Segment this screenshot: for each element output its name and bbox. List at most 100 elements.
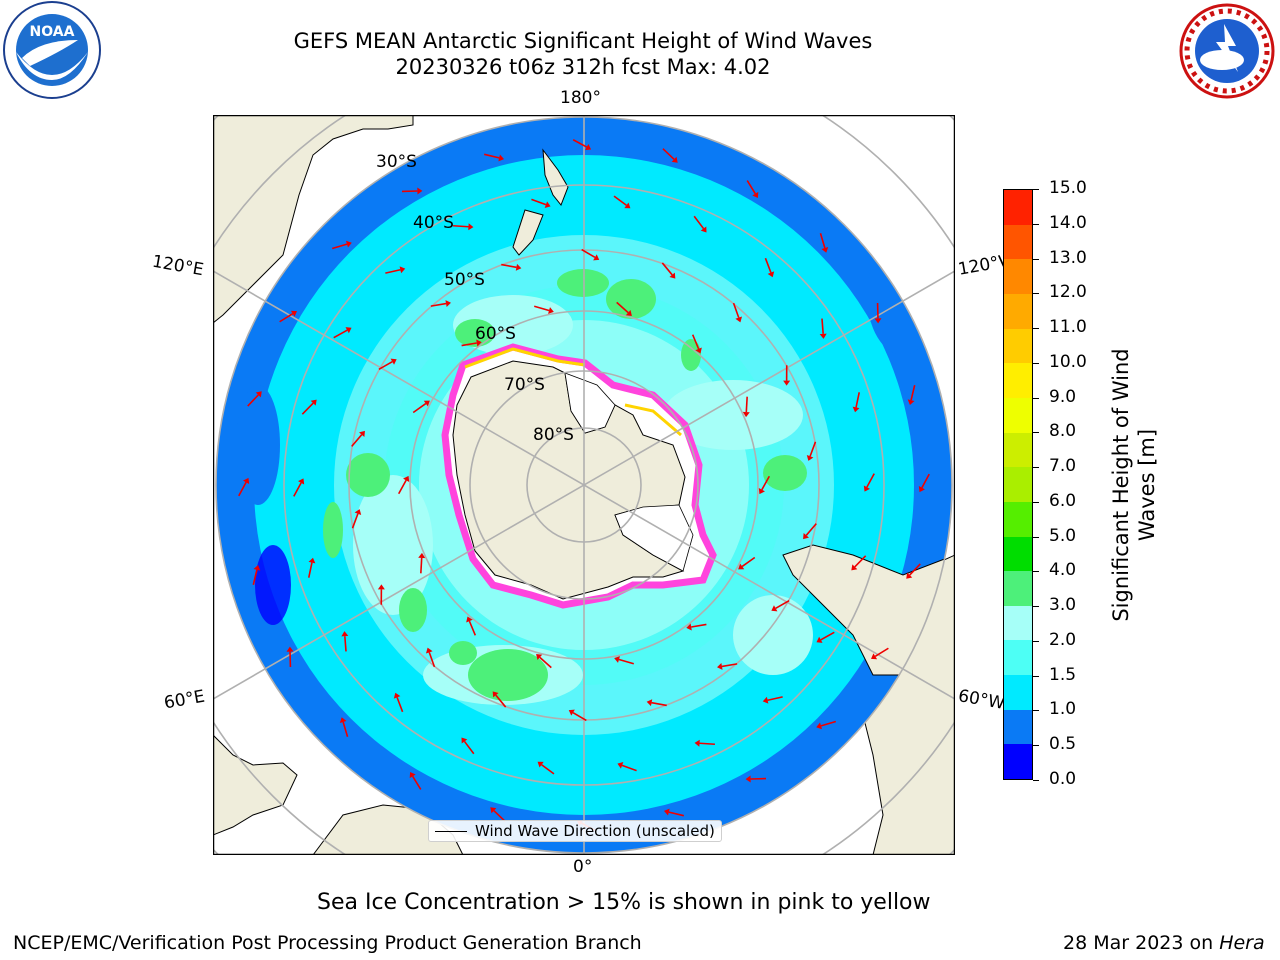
wind-wave-arrow-head <box>752 191 759 198</box>
wind-wave-arrow <box>463 740 475 755</box>
lon-label-60w: 60°W <box>956 686 1006 714</box>
wind-wave-arrow-head <box>537 761 544 768</box>
wind-wave-arrow-head <box>694 739 700 747</box>
wind-wave-arrow-head <box>593 254 600 261</box>
wind-wave-arrow <box>412 402 427 414</box>
wind-wave-arrow-head <box>425 647 433 654</box>
wind-wave-arrow <box>397 479 407 495</box>
colorbar-tick-label: 1.5 <box>1049 664 1077 685</box>
wind-wave-arrow <box>741 556 756 568</box>
colorbar-segment <box>1004 224 1032 260</box>
colorbar-tick-mark <box>1033 258 1039 260</box>
wind-wave-arrow-head <box>669 272 676 279</box>
wind-wave-arrow-head <box>492 691 499 698</box>
colorbar-tick-mark <box>1033 710 1039 712</box>
colorbar-segment <box>1004 709 1032 745</box>
wind-wave-arrow-head <box>700 226 707 233</box>
legend-label: Wind Wave Direction (unscaled) <box>475 822 715 840</box>
wind-wave-arrow <box>461 342 477 347</box>
wind-wave-arrow <box>307 562 313 578</box>
colorbar-tick-mark <box>1033 223 1039 225</box>
wind-wave-arrow-head <box>738 563 745 570</box>
colorbar-tick-label: 12.0 <box>1049 282 1087 303</box>
colorbar-tick-mark <box>1033 606 1039 608</box>
wind-wave-arrow <box>572 139 588 148</box>
wind-wave-arrow-head <box>852 406 860 413</box>
wind-wave-arrow <box>453 224 469 228</box>
wind-wave-arrow-head <box>423 400 430 407</box>
colorbar-tick-label: 10.0 <box>1049 351 1087 372</box>
wind-wave-arrow-head <box>468 223 474 231</box>
lat-label-60s: 60°S <box>475 324 516 344</box>
wind-wave-arrow <box>616 301 629 314</box>
colorbar-tick-mark <box>1033 675 1039 677</box>
colorbar-tick-label: 11.0 <box>1049 317 1087 338</box>
colorbar-segment <box>1004 744 1032 779</box>
wind-wave-arrow <box>745 396 748 413</box>
wind-wave-arrow <box>378 361 393 370</box>
wind-wave-arrow-head <box>308 557 316 564</box>
wind-wave-arrow <box>238 481 247 497</box>
wind-wave-arrow-head <box>515 263 522 271</box>
wind-wave-arrow-head <box>758 488 765 495</box>
wind-wave-arrow <box>662 148 675 160</box>
wind-wave-arrow <box>279 313 294 323</box>
wind-wave-arrow-head <box>476 339 482 347</box>
wind-wave-arrow <box>767 696 783 702</box>
colorbar-tick-label: 3.0 <box>1049 595 1077 616</box>
wind-wave-arrow-head <box>286 646 294 652</box>
lat-label-30s: 30°S <box>376 152 417 172</box>
wind-wave-arrow-head <box>461 737 468 744</box>
wind-wave-arrow <box>342 721 349 738</box>
colorbar-tick-label: 2.0 <box>1049 629 1077 650</box>
colorbar-label: Significant Height of Wind Waves [m] <box>1109 348 1159 622</box>
wind-wave-arrow <box>581 248 596 259</box>
colorbar-tick-label: 0.0 <box>1049 769 1077 789</box>
wind-wave-arrow <box>820 631 835 641</box>
wind-wave-arrow <box>428 652 436 668</box>
wind-wave-arrow <box>333 329 348 339</box>
wind-wave-arrow <box>775 600 790 609</box>
colorbar-segment <box>1004 467 1032 502</box>
wind-wave-arrow-head <box>745 775 751 783</box>
wind-wave-arrow <box>866 473 875 488</box>
wind-wave-arrow-head <box>359 430 365 437</box>
wind-wave-arrow-head <box>393 692 401 699</box>
wind-wave-arrow <box>430 302 447 307</box>
footer-host: Hera <box>1219 932 1265 954</box>
wind-wave-arrow <box>821 318 824 334</box>
wind-wave-arrow <box>855 392 861 408</box>
wind-wave-arrow <box>396 697 404 713</box>
wind-wave-arrow-head <box>548 307 554 314</box>
wind-wave-arrow-head <box>544 201 551 208</box>
wind-wave-arrow <box>293 482 302 497</box>
colorbar-label-wrap: Significant Height of Wind Waves [m] <box>1104 310 1164 660</box>
wind-wave-arrow-head <box>646 699 653 707</box>
wind-wave-arrow-head <box>345 327 352 334</box>
wind-wave-arrow-head <box>663 808 670 816</box>
wind-wave-arrow <box>910 385 916 401</box>
wind-wave-arrow <box>533 305 550 312</box>
lat-label-70s: 70°S <box>504 375 545 395</box>
wind-wave-arrow <box>501 263 517 269</box>
wind-wave-arrow <box>921 473 930 489</box>
colorbar-tick-mark <box>1033 745 1039 747</box>
wind-wave-arrow-head <box>255 391 262 398</box>
wind-wave-arrow <box>721 663 738 668</box>
wind-wave-arrow-head <box>871 653 878 660</box>
wind-wave-arrow-head <box>490 807 497 814</box>
wind-wave-arrow <box>412 775 422 790</box>
wind-wave-arrow <box>668 811 684 817</box>
wind-wave-arrow-head <box>339 717 347 724</box>
colorbar-segment <box>1004 571 1032 606</box>
wind-wave-arrow-head <box>614 656 620 663</box>
wind-wave-arrow <box>618 658 635 665</box>
wind-wave-arrow-head <box>466 616 473 623</box>
wind-wave-arrow-head <box>390 358 397 365</box>
wind-wave-arrow <box>909 563 921 576</box>
colorbar-segment <box>1004 432 1032 468</box>
lon-label-120e: 120°E <box>150 251 206 281</box>
wind-wave-arrow <box>854 555 867 568</box>
map-title: GEFS MEAN Antarctic Significant Height o… <box>293 29 873 53</box>
colorbar-tick-mark <box>1033 467 1039 469</box>
